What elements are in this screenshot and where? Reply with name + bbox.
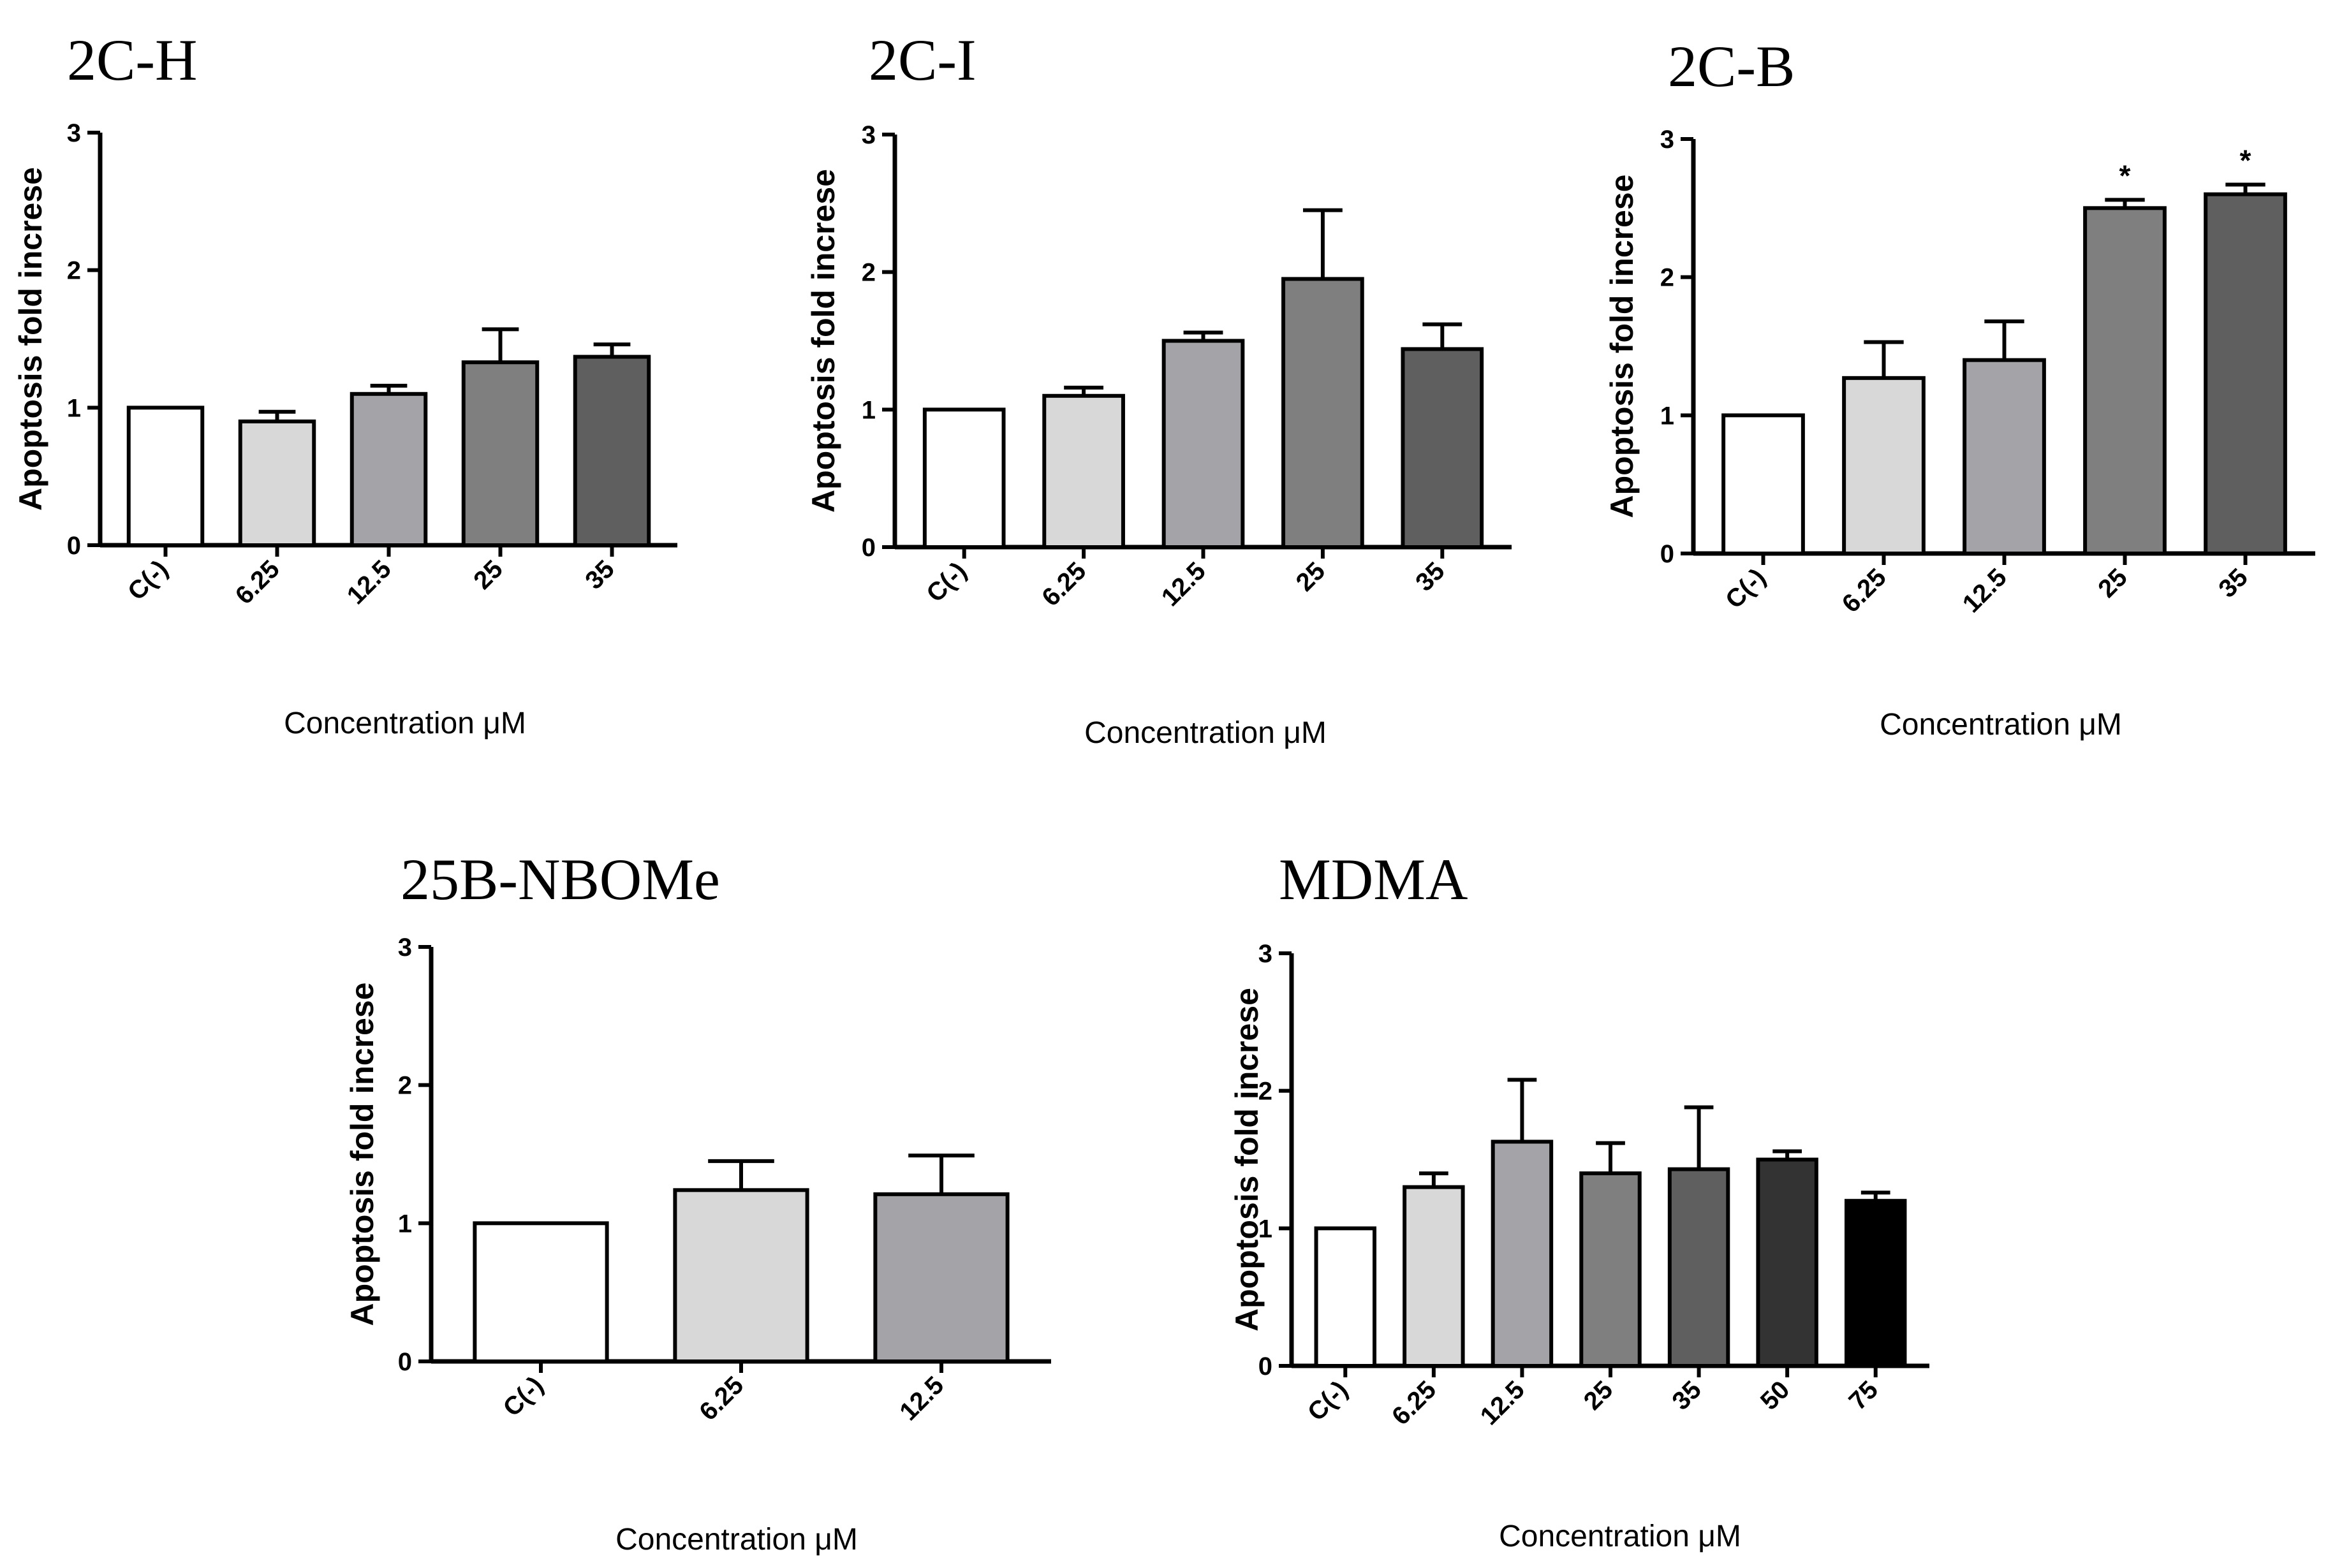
x-tick-label: 25 <box>468 555 508 595</box>
y-tick-label: 1 <box>398 1210 412 1238</box>
bar-C(-) <box>1314 1226 1377 1368</box>
chart-panel-3: 25B-NBOMe 0 1 2 3 Apoptosis fold increse C(-) 6… <box>344 847 1051 1557</box>
bar-12.5 <box>1161 339 1245 549</box>
y-tick-label: 2 <box>1660 264 1674 292</box>
chart-title: 2C-I <box>869 27 976 92</box>
bar-25 <box>1281 277 1364 549</box>
x-tick-label: 6.25 <box>1837 563 1892 618</box>
y-tick-label: 2 <box>67 257 81 285</box>
significance-marker: * <box>2119 159 2131 192</box>
y-tick-label: 0 <box>67 532 81 560</box>
x-tick-label: 12.5 <box>342 555 397 610</box>
chart-panel-1: 2C-I 0 1 2 3 Apoptosis fold increse C(-) 6.25 12… <box>806 27 1512 750</box>
x-tick-label: 6.25 <box>230 555 285 610</box>
y-tick-label: 3 <box>1258 940 1272 968</box>
bar-6.25 <box>1842 376 1926 555</box>
y-axis-label: Apoptosis fold increse <box>13 167 48 511</box>
bar-6.25 <box>1403 1185 1465 1368</box>
y-tick-label: 1 <box>1258 1215 1272 1243</box>
bar-50 <box>1756 1157 1818 1368</box>
bar-75 <box>1844 1199 1907 1368</box>
bar-25 <box>461 360 540 547</box>
x-tick-label: 75 <box>1843 1375 1883 1416</box>
x-axis-label: Concentration μM <box>1084 716 1327 750</box>
bar-12.5 <box>350 392 428 547</box>
y-tick-label: 0 <box>862 534 876 562</box>
y-tick-label: 3 <box>398 934 412 962</box>
x-tick-label: 12.5 <box>1475 1375 1530 1430</box>
bar-12.5 <box>1491 1139 1554 1368</box>
chart-panel-2: 2C-B 0 1 2 3 Apoptosis fold increse C(-) 6.25 12… <box>1604 34 2315 742</box>
x-tick-label: 25 <box>1579 1375 1619 1416</box>
bar-35 <box>2204 192 2287 555</box>
x-tick-label: 50 <box>1755 1375 1795 1416</box>
bar-C(-) <box>922 407 1006 549</box>
chart-panel-0: 2C-H 0 1 2 3 Apoptosis fold increse C(-) 6.25 12… <box>13 27 677 740</box>
bar-25 <box>1579 1171 1642 1368</box>
x-tick-label: 35 <box>1667 1375 1707 1416</box>
x-tick-label: 12.5 <box>894 1371 949 1426</box>
x-tick-label: C(-) <box>498 1371 549 1422</box>
y-tick-label: 0 <box>1660 540 1674 568</box>
y-axis-label: Apoptosis fold increse <box>344 983 380 1326</box>
y-axis-label: Apoptosis fold increse <box>1229 988 1265 1331</box>
x-tick-label: C(-) <box>1720 563 1771 614</box>
bar-35 <box>573 355 651 548</box>
x-axis-label: Concentration μM <box>1880 708 2122 742</box>
y-tick-label: 2 <box>862 259 876 287</box>
chart-title: 2C-H <box>67 27 197 92</box>
chart-panel-4: MDMA 0 1 2 3 Apoptosis fold increse C(-) 6.25 12… <box>1229 847 1929 1553</box>
y-tick-label: 0 <box>1258 1352 1272 1381</box>
y-tick-label: 3 <box>862 121 876 149</box>
x-tick-label: C(-) <box>921 557 972 608</box>
bar-6.25 <box>673 1188 809 1364</box>
bar-C(-) <box>473 1221 609 1364</box>
y-tick-label: 1 <box>67 394 81 422</box>
y-tick-label: 1 <box>862 396 876 424</box>
bar-C(-) <box>1721 413 1805 555</box>
y-tick-label: 2 <box>1258 1078 1272 1106</box>
x-tick-label: 12.5 <box>1156 557 1211 612</box>
x-tick-label: 25 <box>1291 557 1331 597</box>
bar-35 <box>1401 347 1484 549</box>
x-tick-label: 6.25 <box>694 1371 749 1426</box>
bar-6.25 <box>238 419 316 548</box>
bar-12.5 <box>873 1192 1010 1364</box>
x-tick-label: 6.25 <box>1036 557 1091 612</box>
x-tick-label: 25 <box>2093 563 2133 603</box>
bar-35 <box>1667 1167 1730 1368</box>
x-tick-label: C(-) <box>122 555 173 606</box>
significance-marker: * <box>2240 144 2251 177</box>
bar-12.5 <box>1963 358 2046 556</box>
x-axis-label: Concentration μM <box>615 1523 858 1557</box>
bar-C(-) <box>126 406 205 547</box>
x-tick-label: 35 <box>580 555 620 595</box>
chart-title: 2C-B <box>1668 34 1795 99</box>
chart-title: MDMA <box>1279 847 1468 912</box>
x-tick-label: C(-) <box>1302 1375 1353 1426</box>
y-tick-label: 3 <box>1660 126 1674 154</box>
y-axis-label: Apoptosis fold increse <box>1604 175 1640 518</box>
x-axis-label: Concentration μM <box>284 707 526 740</box>
bar-6.25 <box>1042 393 1125 549</box>
y-tick-label: 0 <box>398 1348 412 1376</box>
y-axis-label: Apoptosis fold increse <box>806 169 841 513</box>
x-tick-label: 12.5 <box>1957 563 2012 618</box>
y-tick-label: 3 <box>67 119 81 147</box>
x-tick-label: 35 <box>2213 563 2253 603</box>
x-axis-label: Concentration μM <box>1499 1520 1741 1553</box>
y-tick-label: 2 <box>398 1072 412 1100</box>
x-tick-label: 35 <box>1410 557 1450 597</box>
bar-25 <box>2083 206 2167 556</box>
x-tick-label: 6.25 <box>1387 1375 1441 1430</box>
y-tick-label: 1 <box>1660 402 1674 430</box>
chart-title: 25B-NBOMe <box>401 847 720 912</box>
